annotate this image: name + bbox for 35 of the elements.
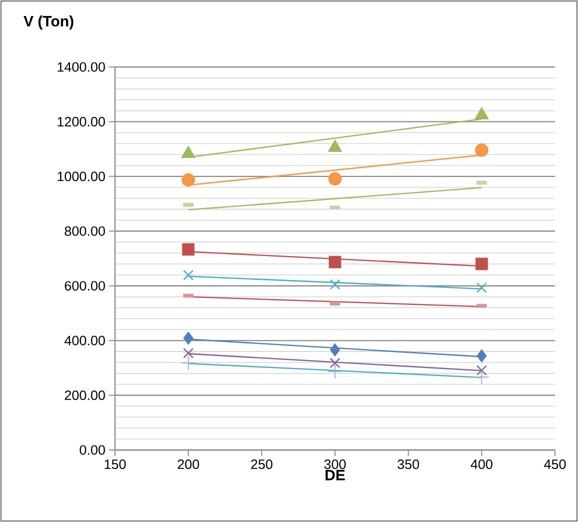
point [474, 143, 488, 157]
point [180, 355, 196, 370]
x-tick-label: 300 [324, 460, 346, 470]
point [476, 282, 487, 293]
x-tick-label: 250 [251, 460, 272, 470]
point [183, 331, 194, 345]
x-tick-label: 350 [398, 460, 420, 470]
y-tick-label: 1200.00 [58, 116, 105, 126]
x-tick-label: 450 [544, 460, 566, 470]
point [476, 365, 487, 376]
y-axis-title: V (Ton) [24, 15, 74, 30]
point [183, 348, 194, 358]
point [182, 173, 196, 187]
x-tick-label: 200 [178, 460, 200, 470]
point [328, 364, 343, 379]
point [475, 258, 488, 270]
point [328, 256, 342, 268]
point [328, 172, 342, 186]
y-tick-label: 800.00 [64, 226, 105, 236]
y-tick-label: 400.00 [64, 336, 105, 346]
point [183, 270, 194, 280]
x-tick-label: 400 [470, 460, 492, 470]
point [330, 343, 340, 357]
y-tick-label: 200.00 [64, 390, 105, 400]
point [476, 349, 487, 363]
point [330, 279, 340, 290]
x-axis-title: DE [326, 470, 345, 480]
y-tick-label: 0.00 [80, 445, 105, 455]
point [330, 358, 340, 368]
y-tick-label: 1400.00 [58, 62, 105, 72]
x-tick-label: 150 [104, 460, 126, 470]
point [182, 243, 195, 256]
y-tick-label: 1000.00 [58, 172, 105, 182]
point [474, 369, 490, 384]
y-tick-label: 600.00 [64, 281, 105, 291]
